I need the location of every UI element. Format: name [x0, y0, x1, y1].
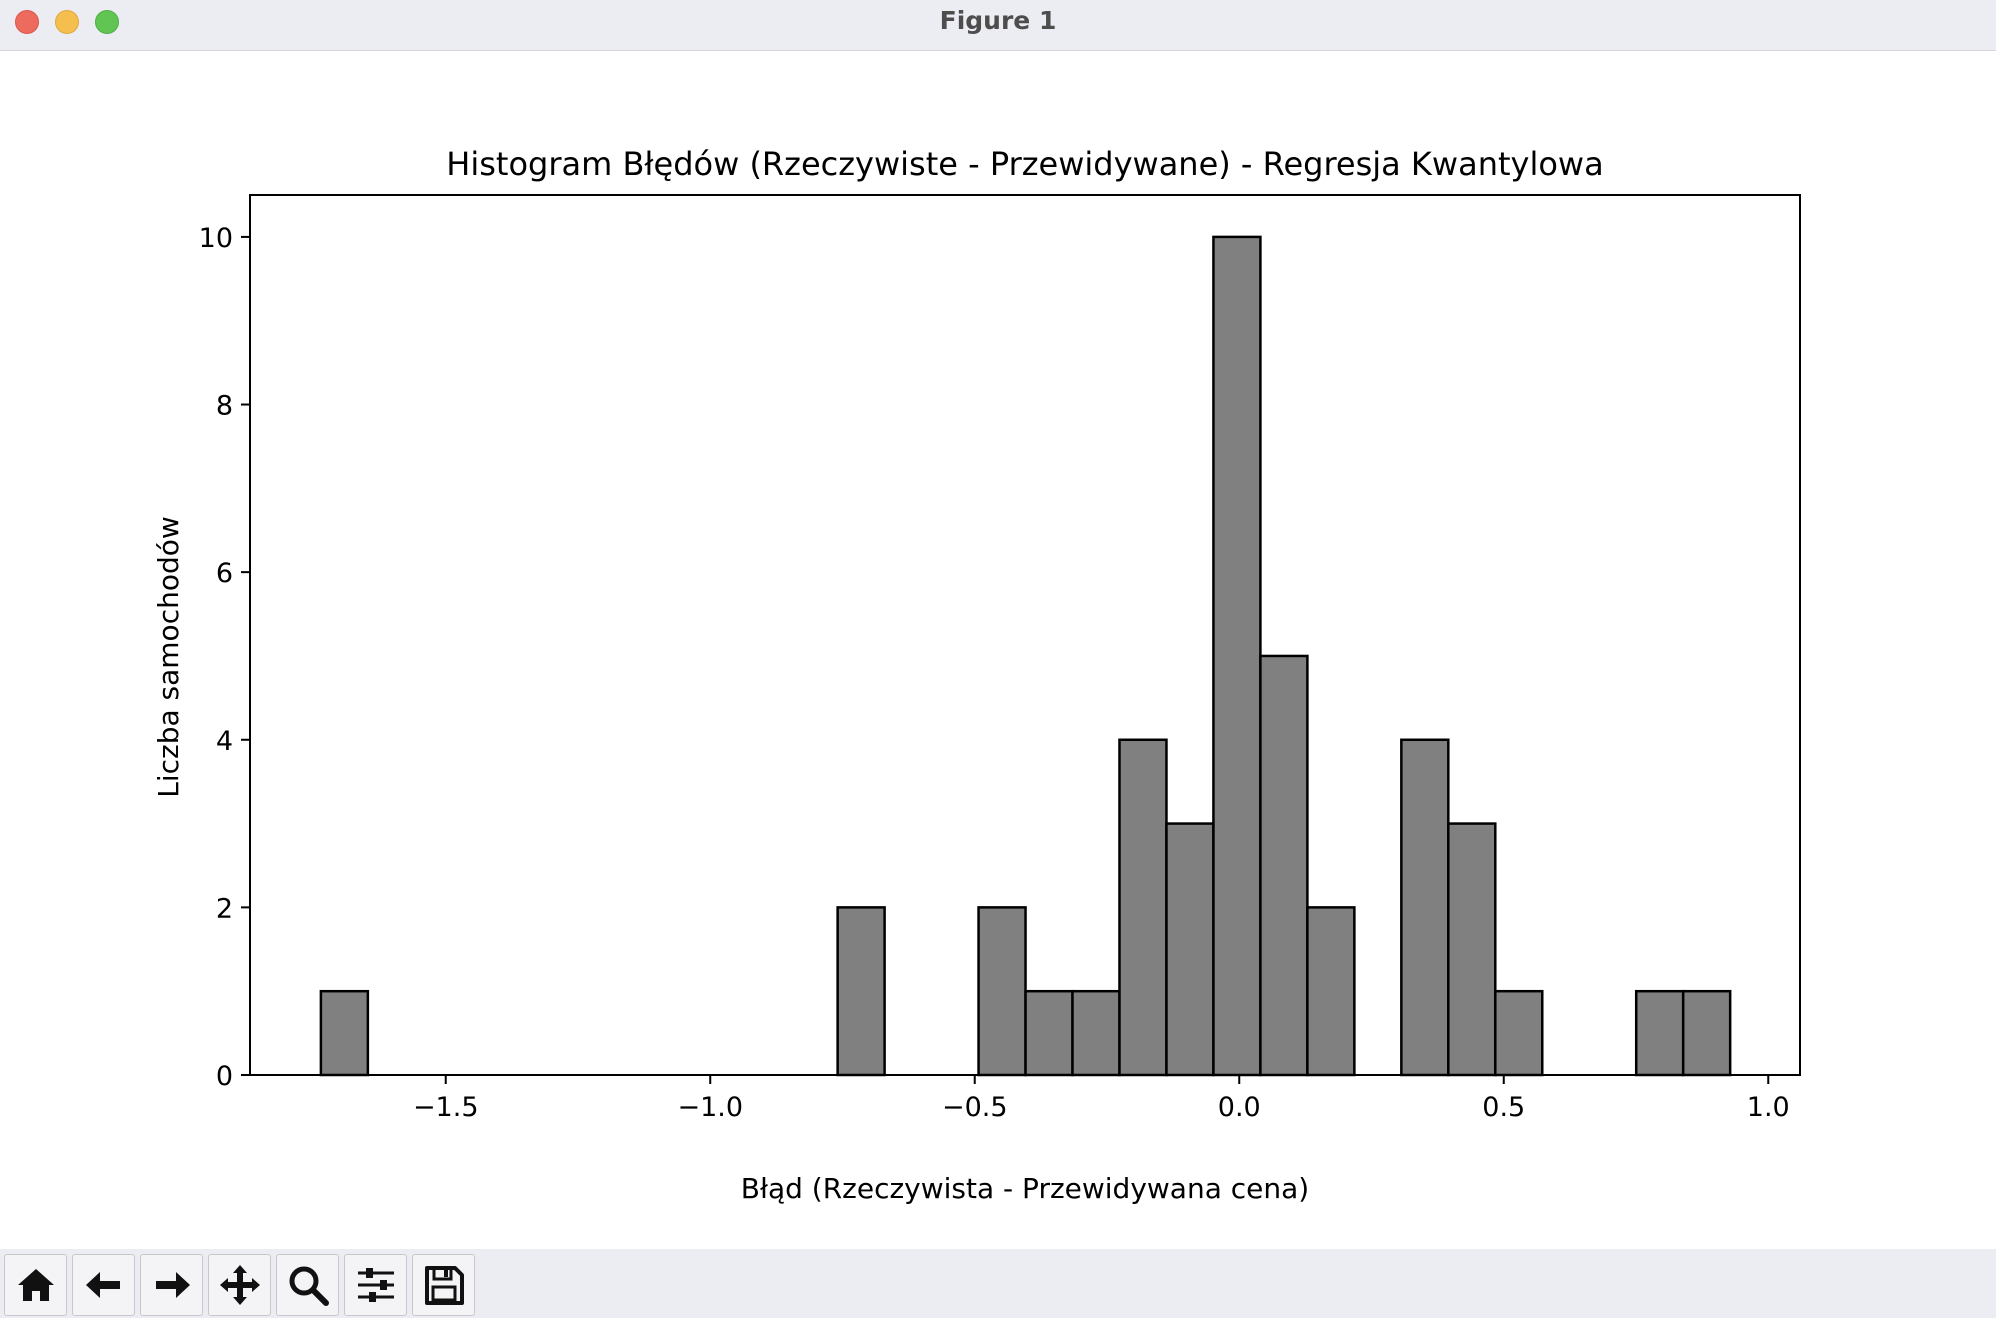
- y-axis-ticks: 0 2 4 6 8 10: [199, 223, 250, 1092]
- y-axis-label: Liczba samochodów: [152, 516, 185, 798]
- pan-button[interactable]: [208, 1254, 271, 1316]
- y-tick-label: 4: [216, 726, 233, 757]
- home-icon: [17, 1269, 54, 1301]
- chart-title: Histogram Błędów (Rzeczywiste - Przewidy…: [446, 145, 1603, 183]
- plot-frame: [249, 194, 1801, 1076]
- x-tick-label: 0.0: [1218, 1092, 1261, 1123]
- y-tick-label: 8: [216, 391, 233, 422]
- x-tick-label: −1.5: [413, 1092, 479, 1123]
- histogram-bar: [836, 906, 886, 1077]
- floppy-disk-icon: [424, 1266, 464, 1305]
- x-axis-label: Błąd (Rzeczywista - Przewidywana cena): [741, 1172, 1309, 1205]
- arrow-right-icon: [155, 1272, 190, 1298]
- x-tick-label: −1.0: [677, 1092, 743, 1123]
- x-tick-label: 0.5: [1482, 1092, 1525, 1123]
- histogram-bar: [1165, 822, 1215, 1077]
- histogram-bar: [319, 989, 370, 1077]
- figure-canvas: Histogram Błędów (Rzeczywiste - Przewidy…: [0, 51, 1996, 1249]
- y-tick-label: 6: [216, 558, 233, 589]
- close-window-button[interactable]: [15, 10, 39, 34]
- home-button[interactable]: [4, 1254, 67, 1316]
- histogram-bar: [1681, 989, 1732, 1077]
- histogram-bar: [977, 906, 1027, 1077]
- x-axis-ticks: −1.5 −1.0 −0.5 0.0 0.5 1.0: [413, 1075, 1790, 1123]
- histogram-bar: [1634, 989, 1685, 1077]
- configure-subplots-button[interactable]: [344, 1254, 407, 1316]
- y-tick-label: 10: [199, 223, 233, 254]
- minimize-window-button[interactable]: [55, 10, 79, 34]
- histogram-bar: [1212, 235, 1262, 1077]
- histogram-bar: [1400, 738, 1450, 1077]
- forward-button[interactable]: [140, 1254, 203, 1316]
- window-title: Figure 1: [939, 6, 1057, 35]
- histogram-bar: [1447, 822, 1497, 1077]
- maximize-window-button[interactable]: [95, 10, 119, 34]
- navigation-toolbar: [0, 1249, 1996, 1318]
- y-tick-label: 2: [216, 893, 233, 924]
- histogram-chart: Histogram Błędów (Rzeczywiste - Przewidy…: [152, 145, 1801, 1205]
- histogram-bar: [1306, 906, 1356, 1077]
- magnifier-icon: [289, 1266, 329, 1306]
- histogram-bar: [1024, 989, 1074, 1077]
- histogram-bar: [1118, 738, 1168, 1077]
- save-button[interactable]: [412, 1254, 475, 1316]
- histogram-bar: [1259, 654, 1309, 1077]
- y-tick-label: 0: [216, 1061, 233, 1092]
- histogram-bar: [1071, 989, 1121, 1077]
- sliders-icon: [357, 1268, 394, 1302]
- bars-group: [319, 235, 1732, 1077]
- x-tick-label: 1.0: [1747, 1092, 1790, 1123]
- x-tick-label: −0.5: [942, 1092, 1008, 1123]
- histogram-bar: [1494, 989, 1544, 1077]
- zoom-button[interactable]: [276, 1254, 339, 1316]
- back-button[interactable]: [72, 1254, 135, 1316]
- window-titlebar: Figure 1: [0, 0, 1996, 51]
- move-icon: [219, 1265, 260, 1305]
- arrow-left-icon: [85, 1272, 120, 1298]
